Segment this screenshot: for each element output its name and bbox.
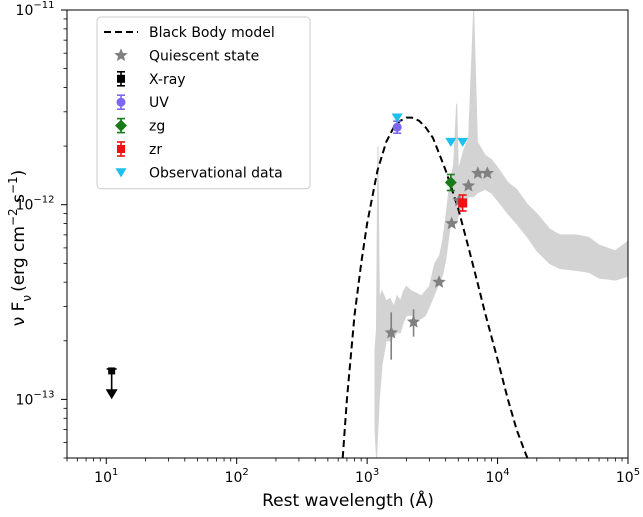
legend-label: UV	[149, 95, 169, 111]
legend-marker-quiescent	[114, 48, 128, 62]
legend-marker-circle	[116, 97, 126, 107]
legend: Black Body model Quiescent state X-ray UV zg…	[96, 16, 311, 190]
black-body-model-line	[341, 116, 529, 458]
legend-label: Observational data	[149, 165, 283, 181]
quiescent-point	[480, 166, 494, 179]
legend-marker-square	[117, 145, 125, 153]
quiescent-point	[471, 166, 485, 179]
legend-label: zg	[149, 119, 165, 135]
legend-label: Black Body model	[149, 25, 275, 41]
legend-label: Quiescent state	[149, 48, 259, 64]
quiescent-spectrum-band	[374, 10, 628, 458]
quiescent-point	[461, 178, 476, 192]
y-tick-label: 10−12	[16, 195, 55, 214]
quiescent-point	[406, 314, 421, 328]
quiescent-point	[384, 325, 398, 339]
legend-marker-diamond	[115, 119, 127, 132]
plot-frame	[66, 9, 629, 459]
y-tick-label: 10−13	[16, 389, 55, 408]
uv-point	[392, 122, 402, 132]
observational-point	[391, 113, 403, 123]
legend-marker-observational	[115, 168, 127, 178]
quiescent-point	[445, 216, 459, 230]
y-tick-label: 10−11	[16, 0, 55, 19]
x-tick-label: 105	[616, 467, 640, 486]
legend-box	[96, 16, 311, 190]
x-tick-label: 101	[94, 467, 118, 486]
x-tick-label: 102	[225, 467, 249, 486]
x-axis-label: Rest wavelength (Å)	[262, 489, 434, 511]
legend-label: zr	[149, 142, 162, 158]
xray-arrow-head	[105, 389, 118, 400]
legend-marker-square	[117, 74, 125, 83]
x-tick-label: 103	[355, 467, 379, 486]
legend-label: X-ray	[149, 72, 186, 88]
observational-point	[457, 137, 469, 147]
y-axis-label: ν Fν(erg cm−2 s−1)	[6, 170, 34, 327]
zg-point	[444, 176, 457, 189]
x-tick-label: 104	[485, 467, 509, 486]
quiescent-point	[432, 275, 446, 288]
observational-point	[445, 137, 457, 147]
zr-point	[458, 198, 468, 208]
